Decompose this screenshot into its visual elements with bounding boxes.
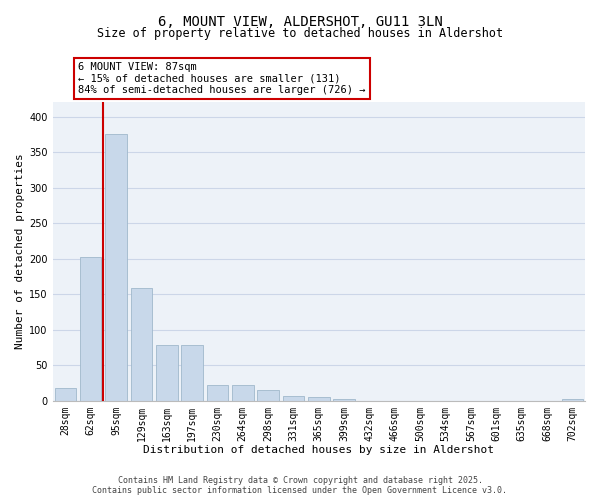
- Y-axis label: Number of detached properties: Number of detached properties: [15, 154, 25, 350]
- Bar: [55, 388, 76, 400]
- Bar: [283, 396, 304, 400]
- Bar: [308, 397, 329, 400]
- X-axis label: Distribution of detached houses by size in Aldershot: Distribution of detached houses by size …: [143, 445, 494, 455]
- Bar: [232, 385, 254, 400]
- Text: 6, MOUNT VIEW, ALDERSHOT, GU11 3LN: 6, MOUNT VIEW, ALDERSHOT, GU11 3LN: [158, 15, 442, 29]
- Bar: [206, 385, 228, 400]
- Bar: [156, 344, 178, 401]
- Text: Contains HM Land Registry data © Crown copyright and database right 2025.
Contai: Contains HM Land Registry data © Crown c…: [92, 476, 508, 495]
- Text: Size of property relative to detached houses in Aldershot: Size of property relative to detached ho…: [97, 28, 503, 40]
- Text: 6 MOUNT VIEW: 87sqm
← 15% of detached houses are smaller (131)
84% of semi-detac: 6 MOUNT VIEW: 87sqm ← 15% of detached ho…: [78, 62, 365, 96]
- Bar: [80, 257, 101, 400]
- Bar: [105, 134, 127, 400]
- Bar: [181, 344, 203, 401]
- Bar: [131, 288, 152, 401]
- Bar: [562, 398, 583, 400]
- Bar: [334, 398, 355, 400]
- Bar: [257, 390, 279, 400]
